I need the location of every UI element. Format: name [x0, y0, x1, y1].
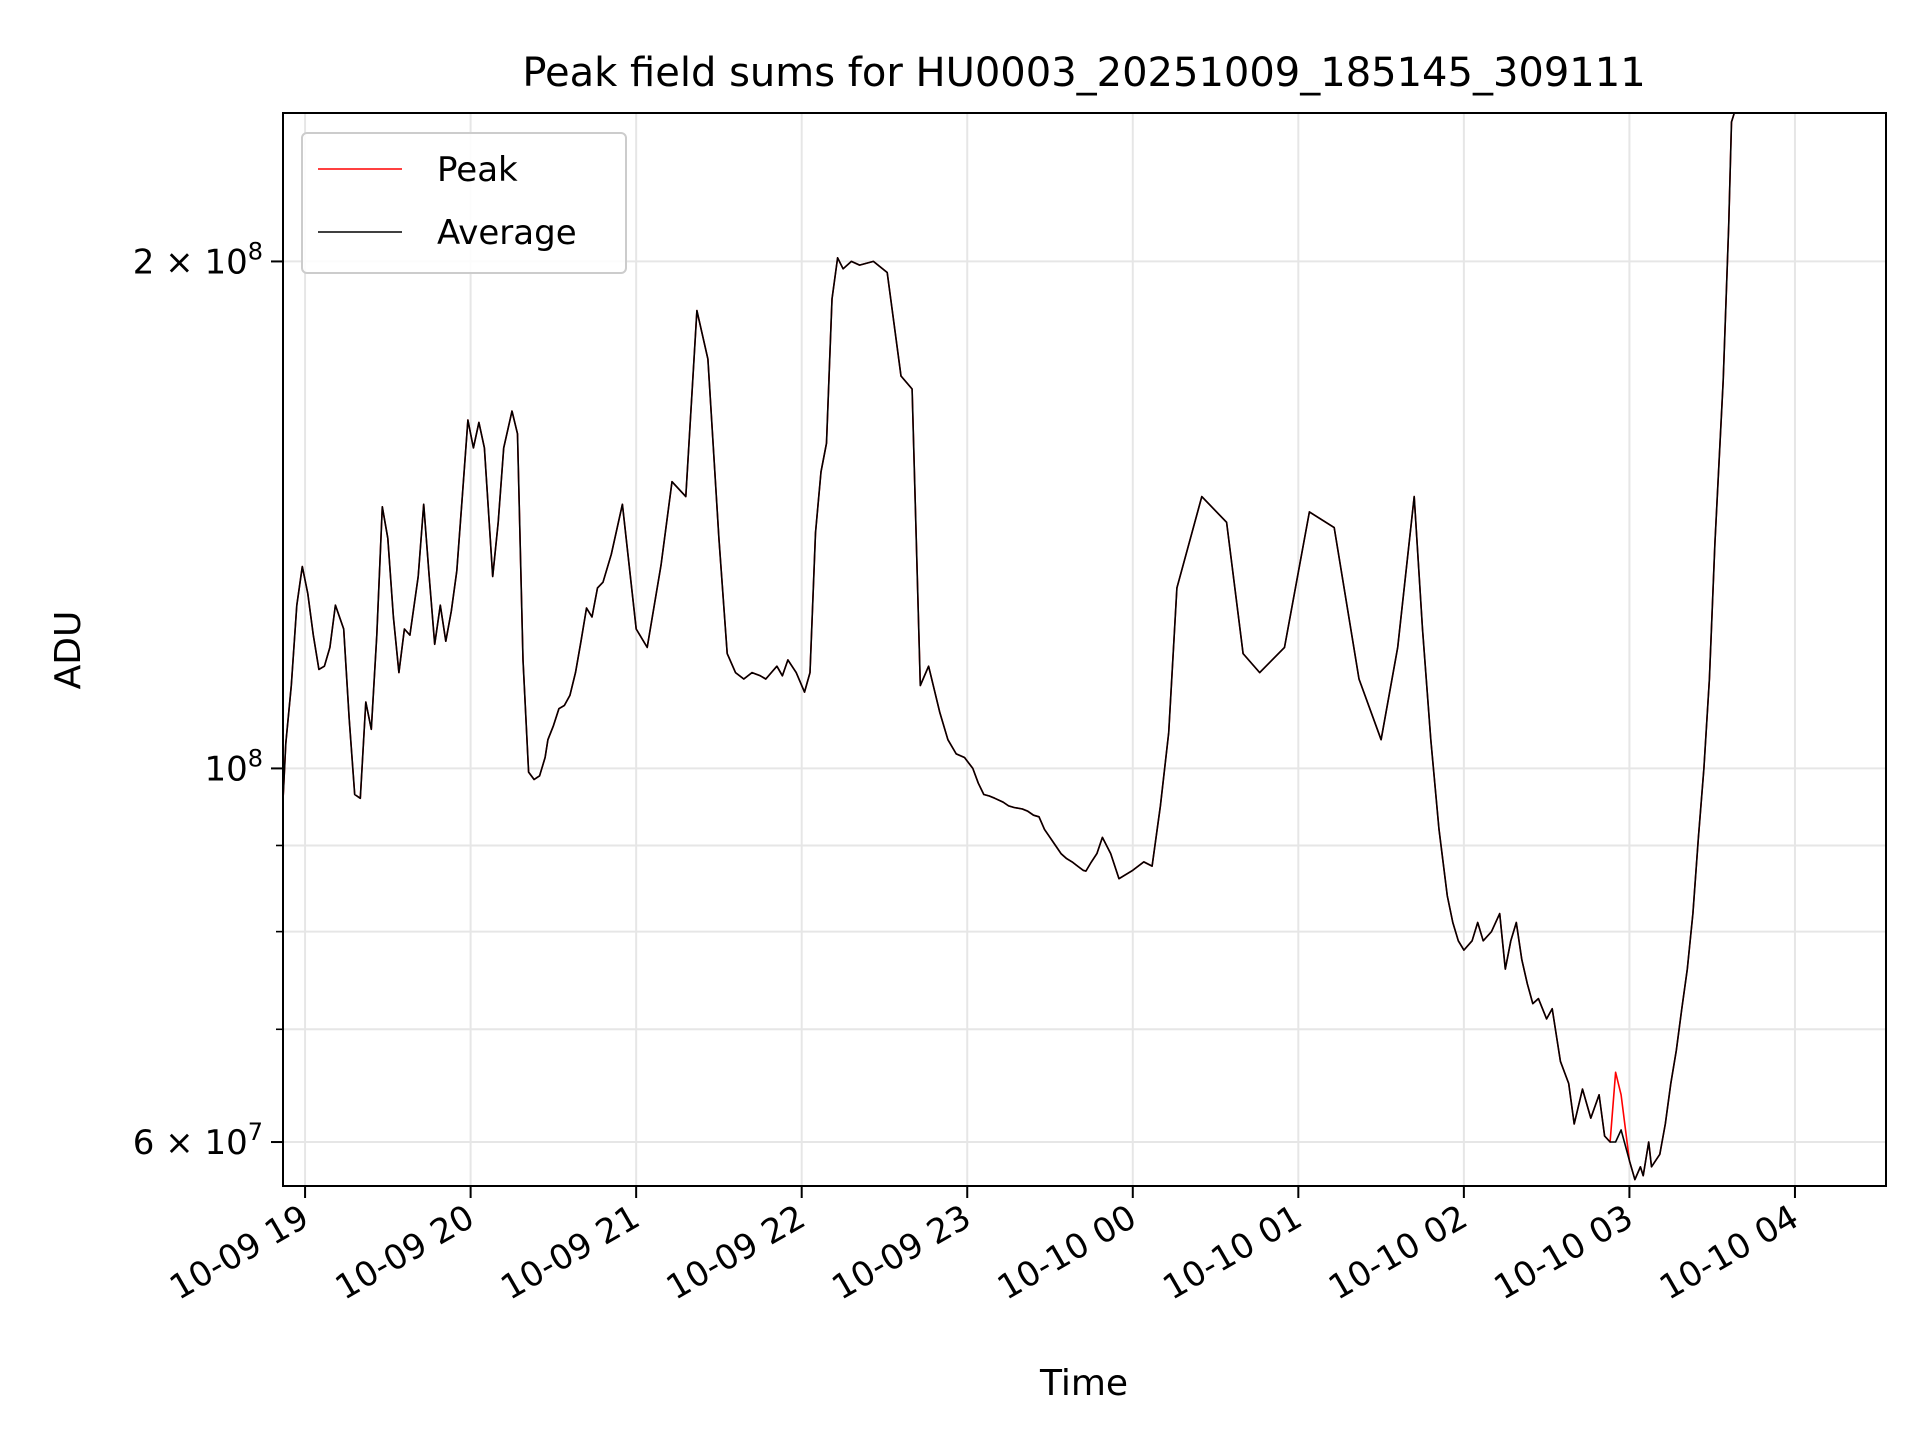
y-axis-label: ADU	[48, 611, 89, 690]
grid	[283, 113, 1886, 1186]
y-tick-label: 6 × 107	[133, 1118, 263, 1163]
y-tick-label-base: 10	[204, 749, 247, 789]
y-tick-label-base: 6 × 10	[133, 1123, 248, 1163]
series-lines	[283, 113, 1736, 1181]
legend-label-peak: Peak	[437, 150, 518, 190]
y-tick-label-exponent: 7	[248, 1118, 263, 1146]
chart-title: Peak field sums for HU0003_20251009_1851…	[522, 50, 1645, 96]
x-axis-label: Time	[1039, 1363, 1128, 1404]
legend-label-average: Average	[437, 213, 577, 253]
y-tick-label-base: 2 × 10	[133, 242, 248, 282]
y-tick-label: 2 × 108	[133, 237, 263, 282]
legend: Peak Average	[301, 132, 627, 274]
legend-box	[301, 132, 627, 274]
y-tick-label-exponent: 8	[248, 744, 263, 772]
series-line-average	[283, 113, 1736, 1181]
y-tick-label-exponent: 8	[248, 237, 263, 265]
y-tick-label: 108	[204, 744, 263, 789]
plot-frame	[282, 112, 1887, 1187]
